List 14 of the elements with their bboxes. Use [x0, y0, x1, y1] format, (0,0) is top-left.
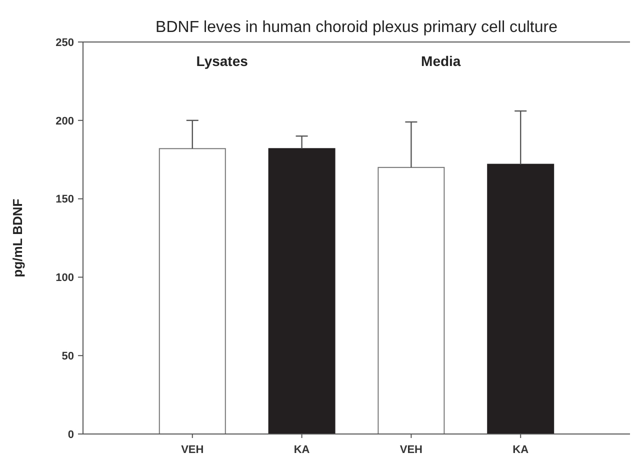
x-tick-label: VEH	[400, 444, 423, 456]
y-tick-label: 200	[56, 115, 74, 128]
annotation: Lysates	[196, 53, 248, 69]
x-tick-label: KA	[294, 444, 310, 456]
y-tick-label: 0	[68, 428, 74, 441]
x-tick-label: VEH	[181, 444, 204, 456]
y-tick-label: 150	[56, 194, 74, 206]
annotation: Media	[421, 53, 461, 69]
x-tick-label: KA	[512, 444, 529, 456]
y-tick-label: 50	[62, 350, 74, 362]
y-tick-label: 250	[56, 36, 74, 49]
y-axis-title: pg/mL BDNF	[10, 198, 25, 278]
y-tick-label: 100	[56, 272, 74, 284]
chart-title: BDNF leves in human choroid plexus primary cell culture	[156, 19, 558, 36]
